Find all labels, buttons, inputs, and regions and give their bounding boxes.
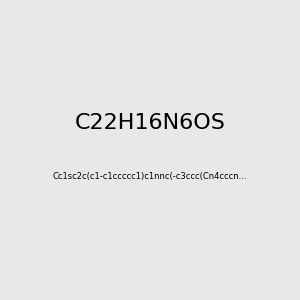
Text: C22H16N6OS: C22H16N6OS [75,113,225,133]
Text: Cc1sc2c(c1-c1ccccc1)c1nnc(-c3ccc(Cn4cccn...: Cc1sc2c(c1-c1ccccc1)c1nnc(-c3ccc(Cn4cccn… [53,172,247,182]
